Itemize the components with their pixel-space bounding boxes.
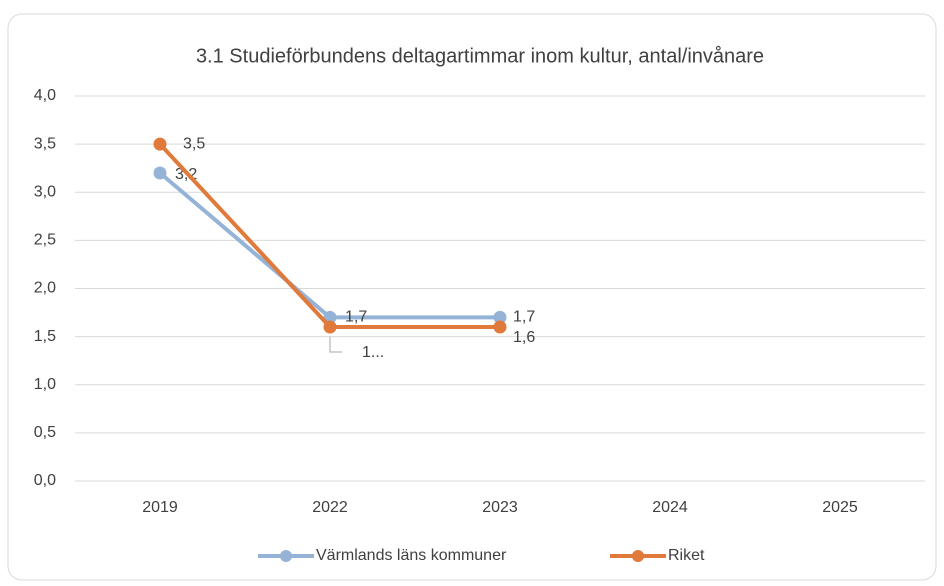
point xyxy=(493,320,507,334)
y-tick-label: 2,5 xyxy=(34,232,56,249)
legend-marker xyxy=(280,550,292,562)
point xyxy=(493,310,507,324)
point xyxy=(153,137,167,151)
data-label: 3,5 xyxy=(183,135,205,152)
point xyxy=(323,320,337,334)
y-tick-label: 3,0 xyxy=(34,183,56,200)
data-label: 1,7 xyxy=(513,309,535,326)
x-tick-label: 2025 xyxy=(822,499,858,516)
legend-label: Riket xyxy=(668,547,705,564)
x-tick-label: 2022 xyxy=(312,499,348,516)
y-tick-label: 1,0 xyxy=(34,376,56,393)
y-tick-label: 1,5 xyxy=(34,328,56,345)
y-tick-label: 0,0 xyxy=(34,472,56,489)
y-tick-label: 0,5 xyxy=(34,424,56,441)
leader-line xyxy=(329,336,342,353)
x-tick-label: 2019 xyxy=(142,499,178,516)
legend-marker xyxy=(632,550,644,562)
x-tick-label: 2024 xyxy=(652,499,688,516)
y-tick-label: 4,0 xyxy=(34,87,56,104)
x-tick-label: 2023 xyxy=(482,499,518,516)
data-label: 1... xyxy=(362,344,384,361)
chart-title: 3.1 Studieförbundens deltagartimmar inom… xyxy=(196,45,764,67)
data-label: 1,7 xyxy=(345,309,367,326)
chart-border xyxy=(7,13,937,581)
data-label: 1,6 xyxy=(513,329,535,346)
point xyxy=(153,166,167,180)
y-tick-label: 2,0 xyxy=(34,280,56,297)
legend-label: Värmlands läns kommuner xyxy=(316,547,507,564)
y-tick-label: 3,5 xyxy=(34,135,56,152)
